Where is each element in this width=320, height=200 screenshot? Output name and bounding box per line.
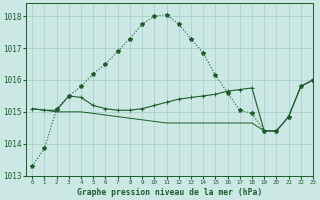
X-axis label: Graphe pression niveau de la mer (hPa): Graphe pression niveau de la mer (hPa) bbox=[77, 188, 262, 197]
